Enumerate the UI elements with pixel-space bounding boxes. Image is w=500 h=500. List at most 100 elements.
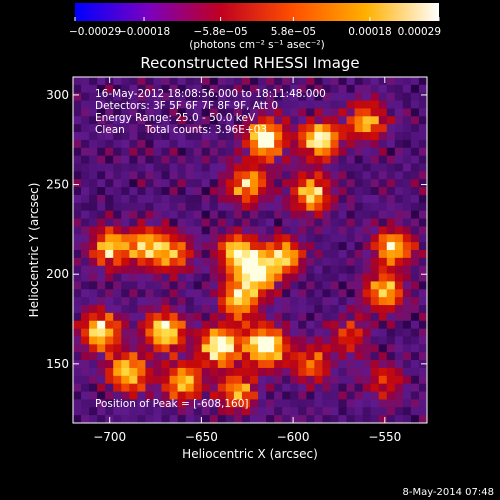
heatmap-cell	[137, 352, 147, 361]
heatmap-cell	[121, 179, 130, 188]
heatmap-cell	[201, 100, 211, 110]
heatmap-cell	[97, 155, 106, 165]
heatmap-cell	[89, 116, 98, 125]
heatmap-cell	[346, 77, 356, 86]
heatmap-cell	[418, 250, 427, 259]
heatmap-cell	[137, 257, 147, 267]
heatmap-cell	[314, 328, 324, 338]
heatmap-cell	[290, 155, 299, 165]
heatmap-cell	[209, 328, 219, 338]
heatmap-cell	[121, 407, 130, 416]
heatmap-cell	[330, 124, 340, 133]
heatmap-cell	[153, 218, 163, 228]
heatmap-cell	[322, 202, 332, 212]
heatmap-cell	[121, 336, 130, 345]
heatmap-cell	[137, 132, 147, 141]
heatmap-cell	[145, 218, 155, 228]
heatmap-cell	[282, 218, 291, 228]
heatmap-cell	[121, 391, 130, 401]
heatmap-cell	[113, 297, 122, 306]
heatmap-cell	[161, 92, 171, 102]
heatmap-cell	[266, 265, 275, 275]
heatmap-cell	[290, 92, 299, 102]
heatmap-cell	[193, 273, 203, 283]
heatmap-cell	[161, 242, 171, 251]
heatmap-cell	[185, 108, 195, 117]
heatmap-cell	[185, 360, 195, 369]
heatmap-cell	[177, 210, 187, 220]
heatmap-cell	[209, 218, 219, 228]
heatmap-cell	[121, 273, 130, 283]
heatmap-cell	[153, 297, 163, 306]
heatmap-cell	[314, 265, 324, 275]
heatmap-cell	[394, 320, 404, 330]
heatmap-cell	[105, 179, 114, 188]
heatmap-cell	[225, 210, 235, 220]
heatmap-cell	[81, 352, 90, 361]
heatmap-cell	[290, 171, 299, 180]
heatmap-cell	[89, 100, 98, 110]
heatmap-cell	[153, 312, 163, 322]
heatmap-cell	[274, 218, 283, 228]
heatmap-cell	[394, 210, 404, 220]
heatmap-cell	[274, 352, 283, 361]
heatmap-cell	[209, 336, 219, 345]
heatmap-cell	[97, 139, 106, 149]
heatmap-cell	[81, 163, 90, 172]
heatmap-cell	[402, 312, 412, 322]
heatmap-cell	[250, 367, 259, 377]
heatmap-cell	[145, 132, 155, 141]
heatmap-cell	[89, 226, 98, 235]
heatmap-cell	[137, 163, 147, 172]
heatmap-cell	[322, 312, 332, 322]
heatmap-cell	[121, 218, 130, 228]
heatmap-cell	[177, 352, 187, 361]
heatmap-cell	[346, 132, 356, 141]
heatmap-cell	[209, 179, 219, 188]
heatmap-cell	[266, 218, 275, 228]
heatmap-cell	[418, 234, 427, 243]
heatmap-cell	[330, 360, 340, 369]
heatmap-cell	[402, 250, 412, 259]
heatmap-cell	[225, 383, 235, 393]
heatmap-cell	[354, 375, 364, 385]
heatmap-cell	[233, 132, 243, 141]
heatmap-cell	[233, 242, 243, 251]
heatmap-cell	[225, 328, 235, 338]
heatmap-cell	[298, 360, 307, 369]
heatmap-cell	[97, 257, 106, 267]
heatmap-cell	[410, 226, 420, 235]
heatmap-cell	[298, 415, 307, 423]
heatmap-cell	[161, 194, 171, 204]
heatmap-cell	[338, 242, 348, 251]
heatmap-cell	[145, 407, 155, 416]
heatmap-cell	[225, 273, 235, 283]
heatmap-cell	[89, 155, 98, 165]
heatmap-cell	[410, 147, 420, 157]
heatmap-cell	[250, 391, 259, 401]
heatmap-cell	[306, 210, 315, 220]
heatmap-cell	[137, 100, 147, 110]
heatmap-cell	[81, 77, 90, 86]
heatmap-cell	[274, 312, 283, 322]
heatmap-cell	[145, 320, 155, 330]
heatmap-cell	[105, 352, 114, 361]
heatmap-cell	[402, 281, 412, 290]
heatmap-cell	[201, 163, 211, 172]
heatmap-cell	[145, 250, 155, 259]
heatmap-cell	[225, 139, 235, 149]
heatmap-cell	[346, 179, 356, 188]
heatmap-cell	[330, 92, 340, 102]
heatmap-cell	[129, 352, 138, 361]
heatmap-cell	[274, 289, 283, 298]
heatmap-cell	[137, 77, 147, 86]
heatmap-cell	[193, 210, 203, 220]
heatmap-cell	[81, 344, 90, 353]
heatmap-cell	[298, 132, 307, 141]
heatmap-cell	[97, 375, 106, 385]
heatmap-cell	[266, 116, 275, 125]
heatmap-cell	[250, 163, 259, 172]
heatmap-cell	[105, 124, 114, 133]
heatmap-cell	[233, 383, 243, 393]
heatmap-cell	[177, 305, 187, 314]
